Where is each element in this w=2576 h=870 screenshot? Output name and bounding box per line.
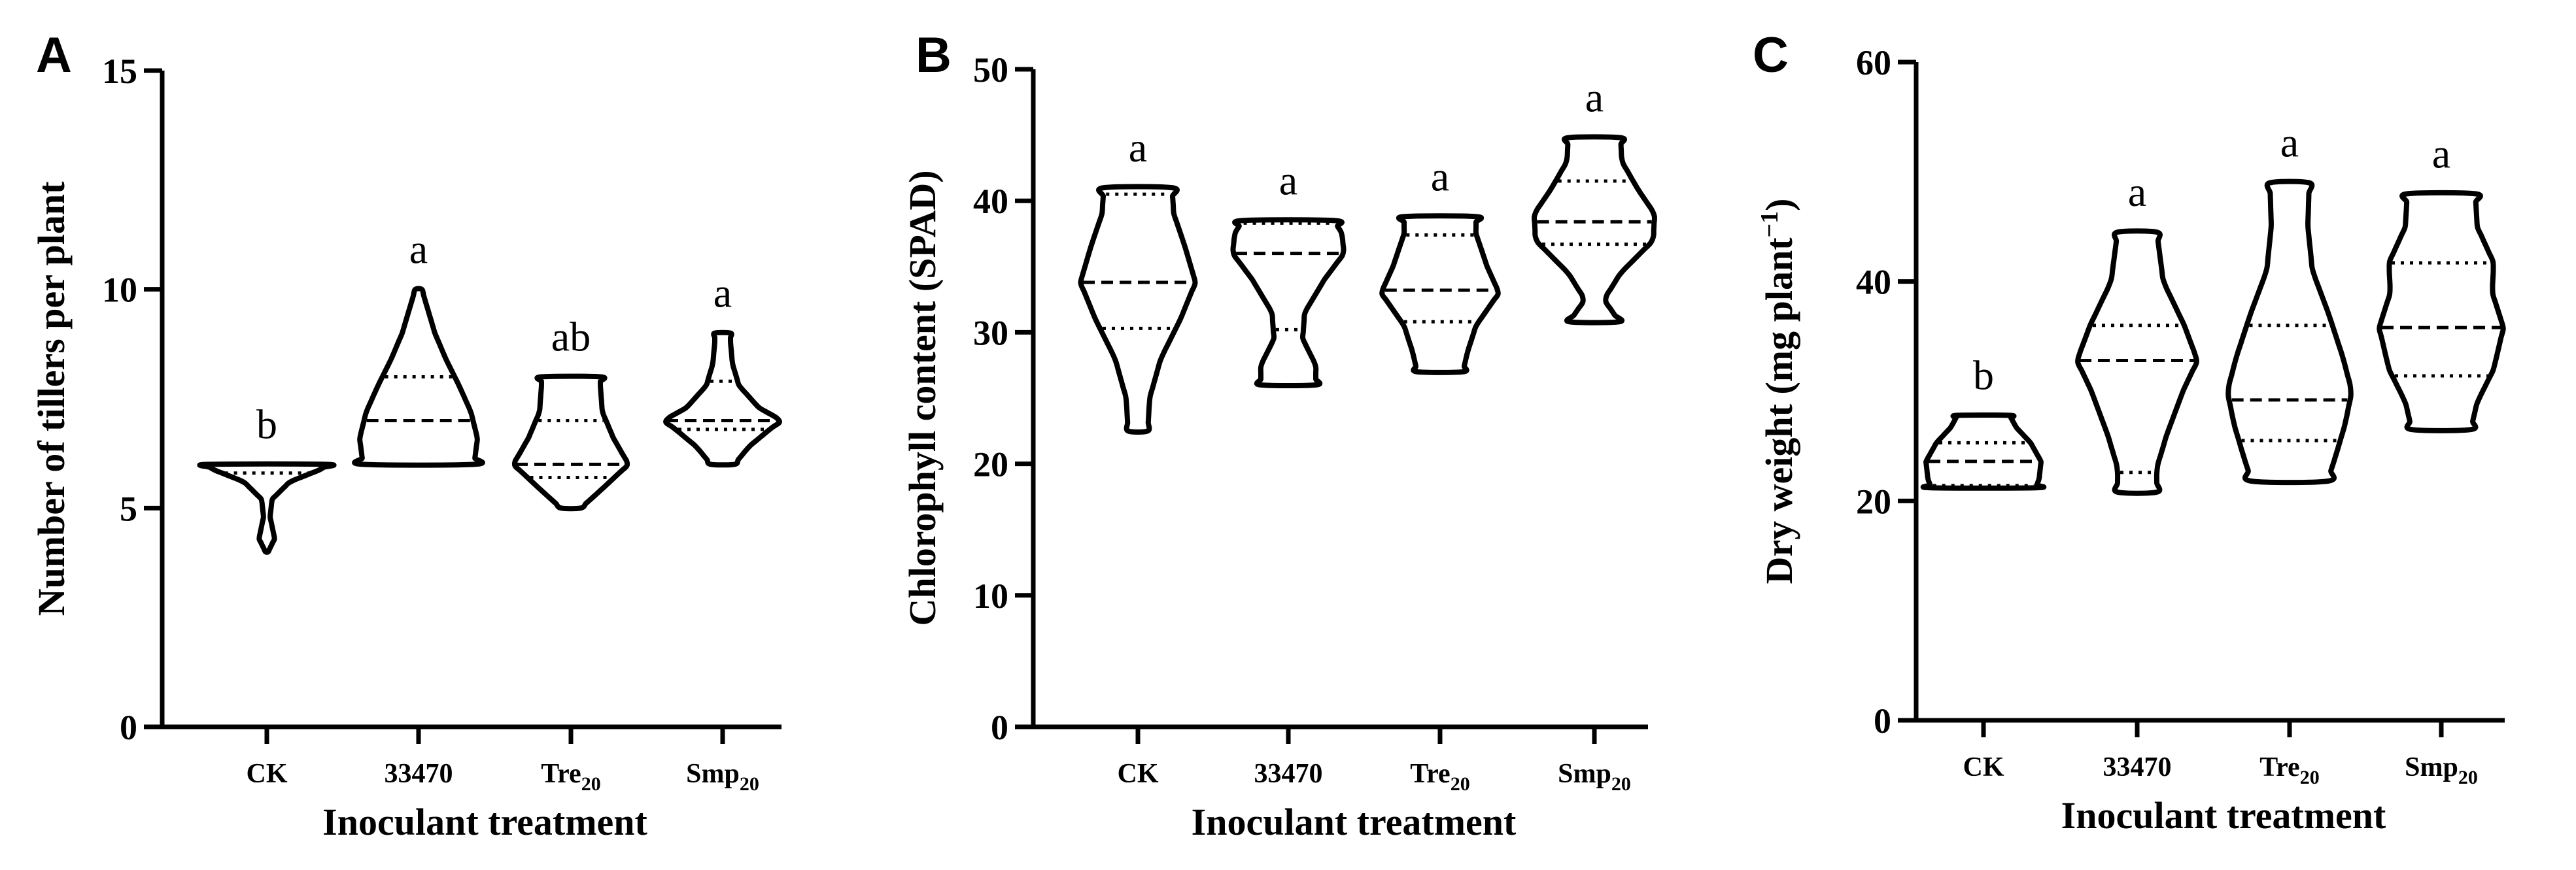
violin: [1531, 134, 1658, 326]
violin-group: a: [2225, 120, 2354, 486]
y-tick-label: 0: [1874, 701, 1891, 741]
x-axis-title: Inoculant treatment: [322, 801, 647, 843]
violin-group: a: [2377, 130, 2506, 433]
panel-letter: A: [36, 27, 72, 83]
violin-group: a: [1531, 75, 1658, 326]
x-tick-label: 33470: [1254, 759, 1323, 789]
y-axis-title: Dry weight (mg plant−1): [1756, 199, 1800, 584]
y-tick-label: 50: [973, 50, 1008, 90]
y-tick-label: 40: [1856, 263, 1891, 302]
y-axis-title: Chlorophyll content (SPAD): [901, 170, 944, 626]
x-tick-label: Tre20: [2259, 752, 2319, 788]
significance-label: a: [1129, 124, 1147, 171]
violin-group: a: [352, 226, 485, 468]
significance-label: a: [713, 270, 732, 316]
violin: [663, 329, 782, 468]
x-tick-label: 33470: [385, 759, 453, 789]
y-tick-label: 20: [973, 445, 1008, 484]
violin: [511, 373, 630, 512]
violin-group: a: [1379, 153, 1501, 375]
panel-a: A 0 5 10 15 CK 33470 Tre20 Smp20 Inoculant treatm…: [30, 27, 782, 843]
violin: [1920, 412, 2047, 491]
violin-group: ab: [511, 314, 630, 512]
violin: [197, 461, 337, 555]
y-tick-label: 30: [973, 313, 1008, 352]
violin-group: a: [1230, 157, 1347, 389]
x-tick-label: 33470: [2103, 752, 2172, 782]
significance-label: a: [1585, 75, 1604, 121]
x-tick-label: Tre20: [1410, 759, 1469, 795]
panel-c: C 0 20 40 60 CK 33470 Tre20 Smp20 Inoculant treat…: [1753, 27, 2506, 837]
y-tick-label: 5: [120, 489, 137, 528]
significance-label: b: [256, 401, 277, 447]
x-tick-label: Smp20: [2405, 752, 2478, 788]
x-tick-label: CK: [1963, 752, 2004, 782]
significance-label: ab: [551, 314, 591, 360]
y-tick-label: 15: [102, 52, 137, 91]
violin-group: b: [1920, 352, 2047, 491]
violin-group: a: [663, 270, 782, 468]
y-tick-label: 10: [973, 577, 1008, 616]
violin: [1230, 217, 1347, 389]
x-tick-label: Smp20: [686, 759, 759, 795]
x-tick-label: Tre20: [541, 759, 600, 795]
violin-group: a: [1078, 124, 1198, 435]
y-tick-label: 20: [1856, 482, 1891, 521]
x-tick-label: Smp20: [1558, 759, 1631, 795]
x-tick-label: CK: [1118, 759, 1159, 789]
violin: [352, 286, 485, 468]
violin-group: a: [2075, 169, 2199, 496]
significance-label: a: [2128, 169, 2146, 215]
violin: [2377, 190, 2506, 433]
y-tick-label: 0: [120, 708, 137, 747]
y-tick-label: 10: [102, 271, 137, 310]
x-axis-title: Inoculant treatment: [1192, 801, 1517, 843]
panel-letter: B: [916, 27, 952, 83]
violin: [1379, 213, 1501, 375]
significance-label: a: [2432, 130, 2450, 176]
significance-label: a: [409, 226, 428, 273]
panel-b: B 0 10 20 30 40 50 CK 33470 Tre20 Smp20 Inoculant t…: [901, 27, 1658, 843]
panel-letter: C: [1753, 27, 1789, 83]
y-tick-label: 60: [1856, 43, 1891, 82]
y-tick-label: 0: [991, 708, 1008, 747]
violin: [2075, 228, 2199, 496]
y-axis-title: Number of tillers per plant: [30, 181, 73, 616]
y-tick-label: 40: [973, 182, 1008, 221]
violin: [1078, 184, 1198, 435]
x-tick-label: CK: [247, 759, 288, 789]
x-axis-title: Inoculant treatment: [2061, 794, 2386, 837]
significance-label: b: [1973, 352, 1994, 398]
significance-label: a: [1279, 157, 1297, 203]
violin-group: b: [197, 401, 337, 555]
violin: [2225, 178, 2354, 486]
significance-label: a: [2280, 120, 2299, 166]
significance-label: a: [1431, 153, 1449, 199]
